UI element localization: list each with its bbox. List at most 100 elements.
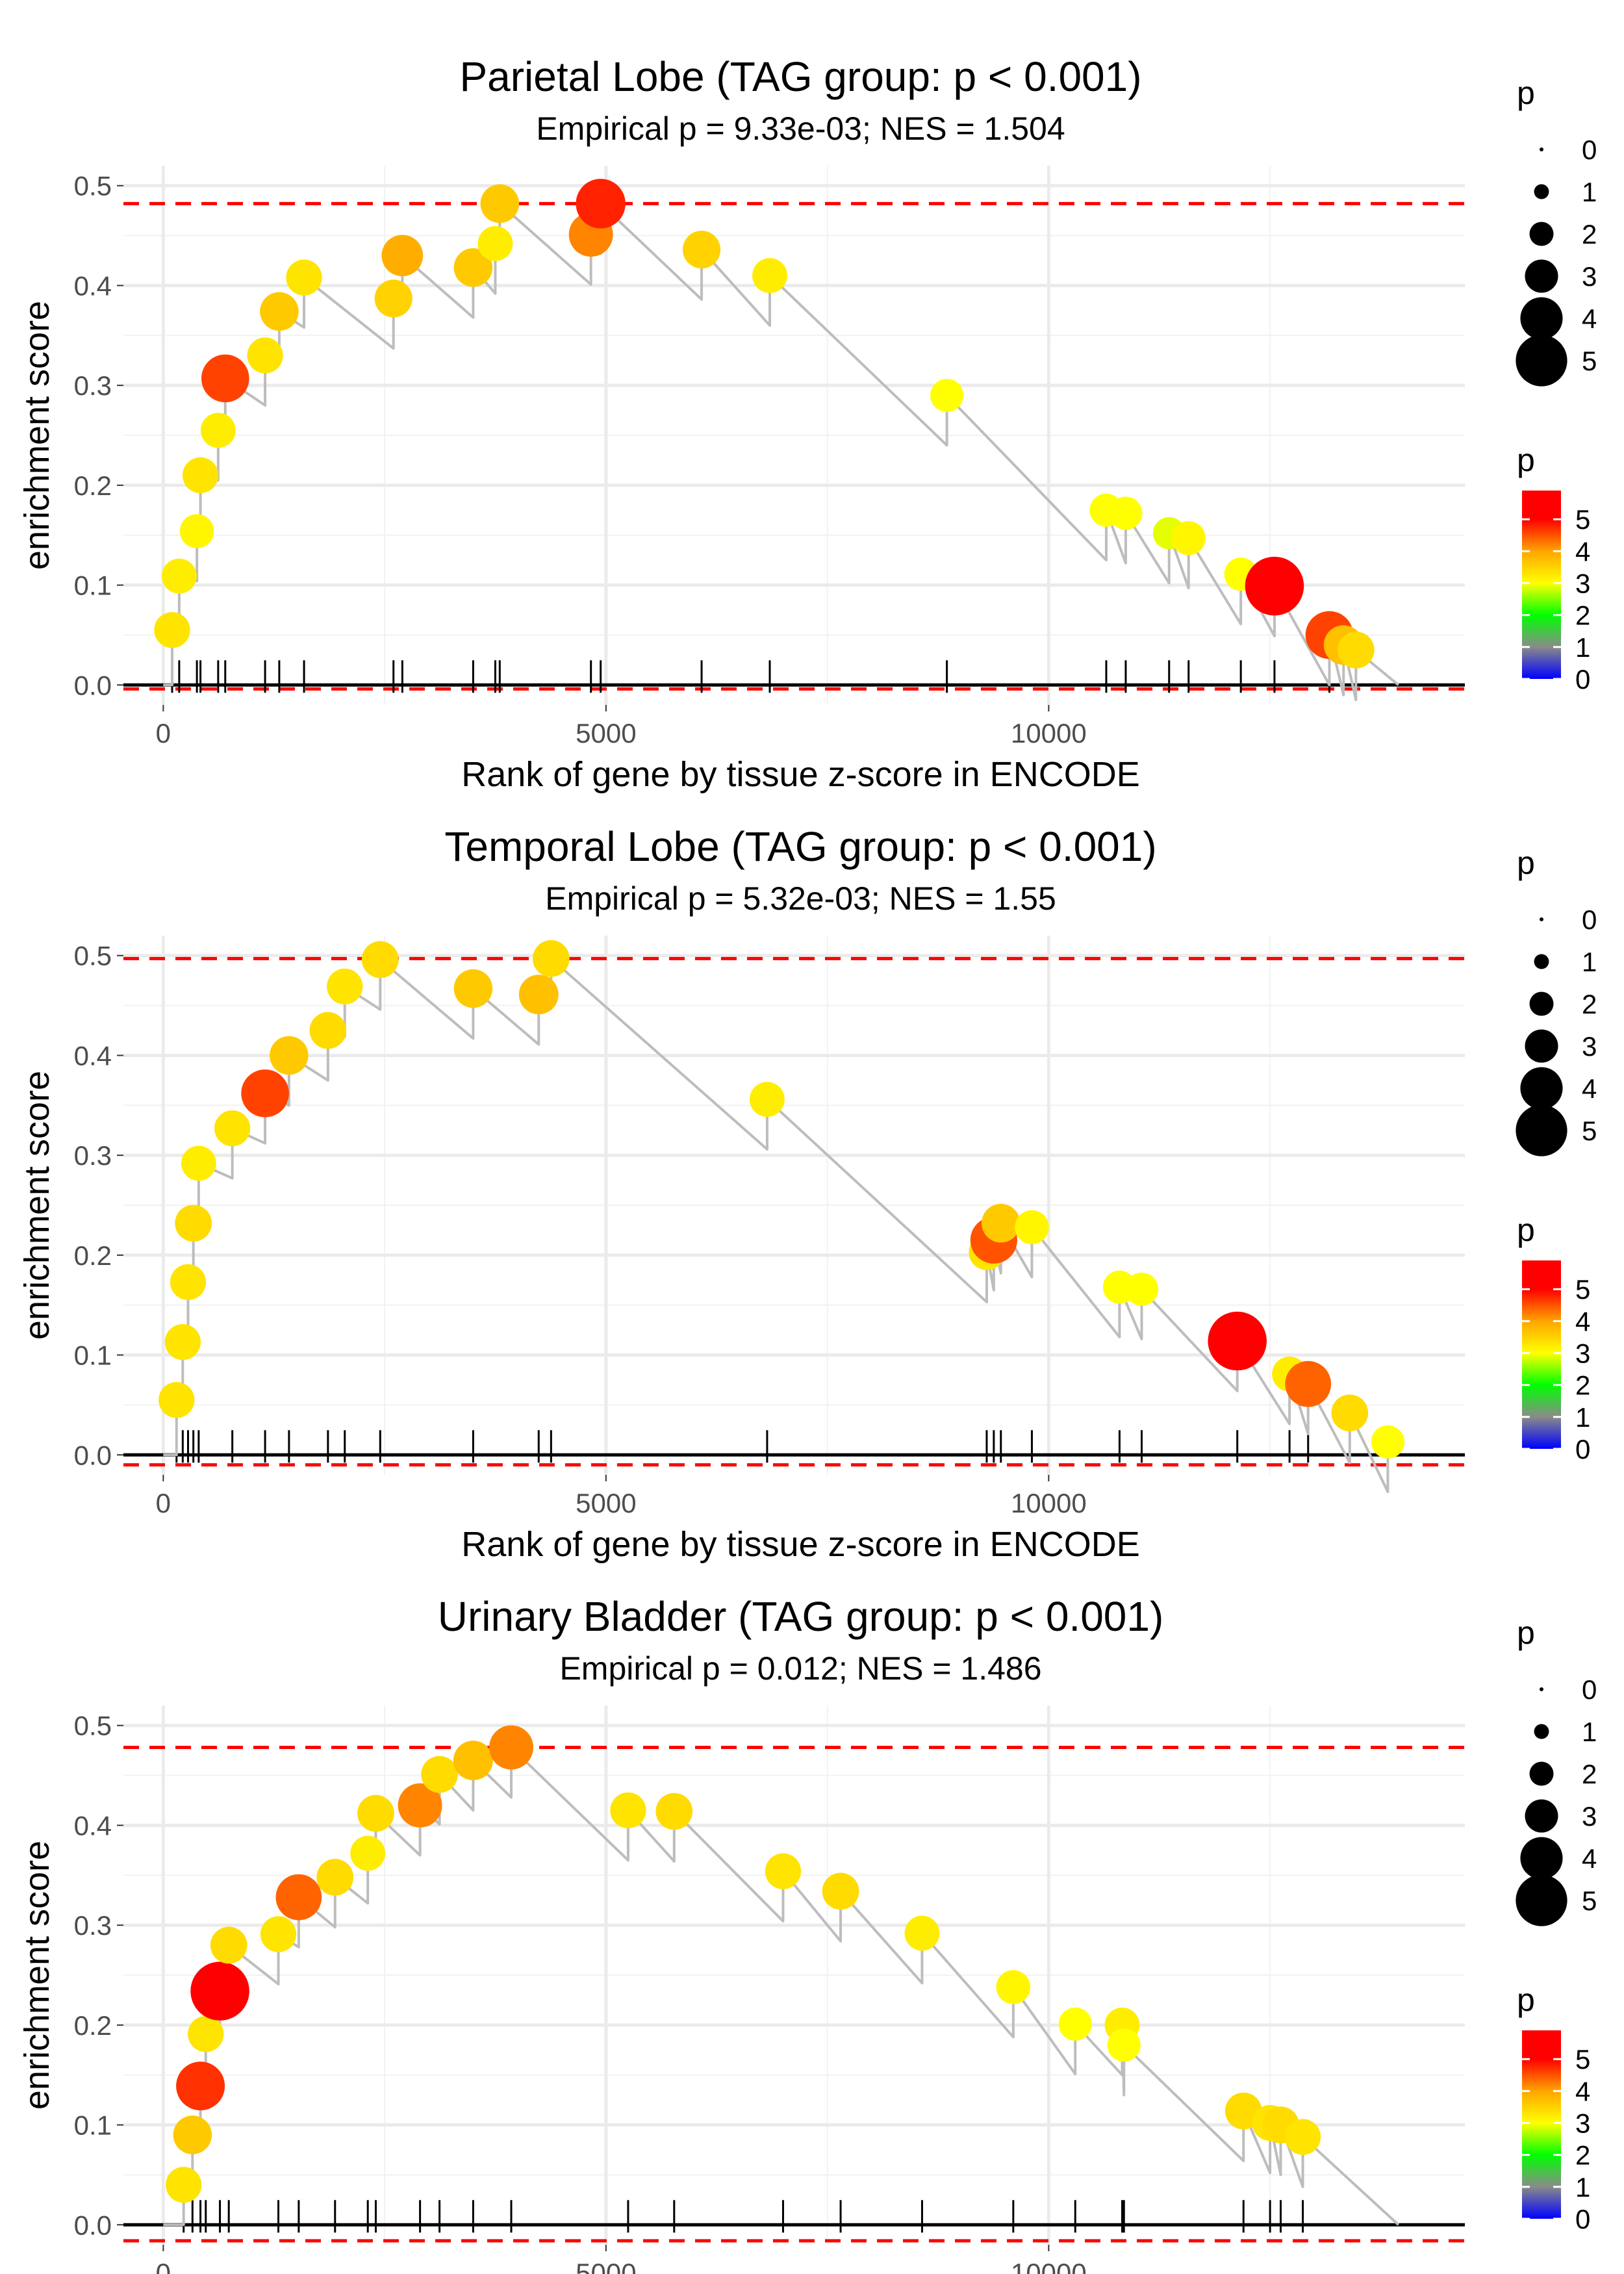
color-legend-title: p [1517,1212,1535,1248]
size-legend-dot [1540,147,1543,151]
hit-point [200,413,236,448]
size-legend-dot [1534,184,1549,199]
colorbar-tick-label: 3 [1575,1338,1590,1369]
x-tick-label: 10000 [1011,2258,1087,2274]
x-tick-label: 0 [156,2258,171,2274]
x-axis-title: Rank of gene by tissue z-score in ENCODE [461,755,1139,794]
size-legend-label: 1 [1582,1717,1597,1747]
size-legend-label: 0 [1582,1674,1597,1705]
hit-point [361,941,399,978]
chart-panel: Temporal Lobe (TAG group: p < 0.001) Empi… [18,823,1597,1564]
hit-point [453,248,493,287]
enrichment-curve [163,957,1400,1494]
y-tick-label: 0.4 [74,270,112,301]
size-legend-dot [1540,1687,1543,1691]
hit-point [533,940,570,977]
chart-title: Temporal Lobe (TAG group: p < 0.001) [444,823,1156,870]
colorbar-tick-label: 3 [1575,2108,1590,2139]
enrichment-curve [163,202,1400,702]
hit-point [576,179,626,229]
hit-point [173,2115,212,2154]
hit-point [181,1145,216,1181]
size-legend-label: 5 [1582,1116,1597,1146]
hit-point [655,1793,693,1830]
hit-point [1284,2119,1321,2155]
size-legend-dot [1529,1761,1554,1786]
hit-point [1124,1272,1159,1306]
hit-point [1331,1394,1369,1432]
hit-point [765,1853,802,1889]
y-tick-label: 0.3 [74,1140,112,1171]
y-tick-label: 0.3 [74,370,112,401]
hit-point [214,1110,251,1147]
x-tick-label: 10000 [1011,1488,1087,1518]
color-legend-title: p [1517,442,1535,478]
colorbar-tick-label: 1 [1575,1402,1590,1433]
hit-point [309,1012,347,1049]
size-legend-label: 4 [1582,303,1597,334]
hit-point [159,1382,195,1418]
hit-point [1338,632,1375,669]
size-legend-dot [1525,1029,1558,1063]
hit-point [904,1915,940,1951]
colorbar-tick-label: 2 [1575,2140,1590,2171]
y-tick-label: 0.3 [74,1910,112,1941]
hit-point [1371,1425,1404,1459]
x-axis-title: Rank of gene by tissue z-score in ENCODE [461,1525,1139,1564]
colorbar-tick-label: 1 [1575,2172,1590,2203]
size-legend-dot [1516,1874,1567,1926]
y-tick-label: 0.5 [74,941,112,971]
hit-point [683,231,721,269]
size-legend-dot [1529,222,1554,246]
size-legend-dot [1525,1799,1558,1833]
x-tick-label: 0 [156,718,171,748]
size-legend-dot [1520,297,1563,340]
hit-point [176,2062,225,2111]
y-tick-label: 0.0 [74,2210,112,2240]
size-legend-label: 5 [1582,346,1597,376]
x-tick-label: 5000 [576,2258,636,2274]
size-legend-label: 3 [1582,1801,1597,1832]
hit-point [374,279,412,318]
hit-point [275,1874,322,1921]
hit-point [316,1859,354,1896]
colorbar-tick-label: 2 [1575,600,1590,631]
colorbar-tick-label: 2 [1575,1370,1590,1401]
hit-point [179,514,214,548]
size-legend-label: 0 [1582,904,1597,935]
hit-point [489,1725,533,1770]
hit-point [188,2016,224,2052]
hit-point [327,968,363,1005]
size-legend-label: 2 [1582,219,1597,249]
size-legend-label: 5 [1582,1885,1597,1916]
colorbar-tick-label: 3 [1575,568,1590,599]
size-legend-label: 4 [1582,1073,1597,1104]
hit-point [164,1323,201,1361]
colorbar-tick-label: 5 [1575,504,1590,535]
size-legend-dot [1516,1105,1567,1156]
size-legend-label: 3 [1582,261,1597,292]
colorbar-tick-label: 0 [1575,2204,1590,2234]
size-legend-title: p [1517,1615,1535,1651]
hit-point [210,1926,247,1964]
y-tick-label: 0.5 [74,171,112,201]
y-axis-title: enrichment score [18,301,57,570]
hit-point [610,1792,646,1829]
size-legend-label: 1 [1582,947,1597,977]
x-tick-label: 5000 [576,1488,636,1518]
hit-point [453,969,493,1008]
y-axis-title: enrichment score [18,1841,57,2110]
y-tick-label: 0.0 [74,1440,112,1470]
hit-point [1015,1210,1049,1245]
size-legend-dot [1520,1837,1563,1880]
colorbar-tick-label: 4 [1575,1306,1590,1336]
hit-point [1107,2028,1141,2062]
x-tick-label: 10000 [1011,718,1087,748]
y-tick-label: 0.1 [74,1340,112,1371]
hit-point [1109,496,1143,530]
chart-subtitle: Empirical p = 0.012; NES = 1.486 [559,1650,1041,1687]
size-legend-label: 3 [1582,1031,1597,1062]
size-legend-dot [1525,259,1558,293]
hit-point [381,235,424,277]
